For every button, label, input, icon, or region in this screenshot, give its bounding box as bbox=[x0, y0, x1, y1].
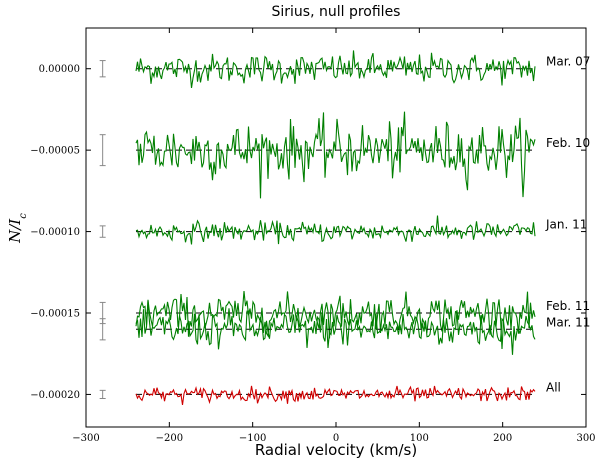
x-tick-label: −300 bbox=[72, 433, 99, 444]
y-axis-ticks: 0.00000 −0.00005 −0.00010 −0.00015 −0.00020 bbox=[30, 64, 586, 401]
x-tick-label: −100 bbox=[239, 433, 266, 444]
x-axis-ticks: −300 −200 −100 0 100 200 300 bbox=[72, 28, 596, 444]
plot-area: Mar. 07 Feb. 10 Jan. 11 Feb. 11 Mar. 11 All bbox=[99, 50, 590, 405]
series-label: Mar. 07 bbox=[546, 55, 590, 69]
series-line bbox=[135, 50, 536, 88]
x-tick-label: −200 bbox=[156, 433, 183, 444]
series-line bbox=[135, 300, 536, 355]
x-axis-label: Radial velocity (km/s) bbox=[255, 441, 417, 459]
x-tick-label: 300 bbox=[576, 433, 595, 444]
chart-title: Sirius, null profiles bbox=[272, 4, 401, 20]
series-label: Feb. 10 bbox=[546, 136, 590, 150]
y-axis-label: N/Ic bbox=[6, 213, 29, 244]
y-tick-label: −0.00010 bbox=[30, 227, 80, 238]
y-tick-label: 0.00000 bbox=[39, 64, 80, 75]
series-line bbox=[135, 111, 536, 199]
y-tick-label: −0.00015 bbox=[30, 309, 80, 320]
x-tick-label: 0 bbox=[333, 433, 339, 444]
y-tick-label: −0.00020 bbox=[30, 390, 80, 401]
series-line bbox=[135, 215, 536, 245]
series-label: All bbox=[546, 380, 561, 394]
series-line bbox=[135, 385, 536, 405]
series-label: Feb. 11 bbox=[546, 299, 590, 313]
series-line bbox=[135, 291, 536, 350]
x-tick-label: 100 bbox=[410, 433, 429, 444]
series-label: Mar. 11 bbox=[546, 315, 590, 329]
y-tick-label: −0.00005 bbox=[30, 146, 80, 157]
series-label: Jan. 11 bbox=[545, 218, 587, 232]
x-tick-label: 200 bbox=[493, 433, 512, 444]
